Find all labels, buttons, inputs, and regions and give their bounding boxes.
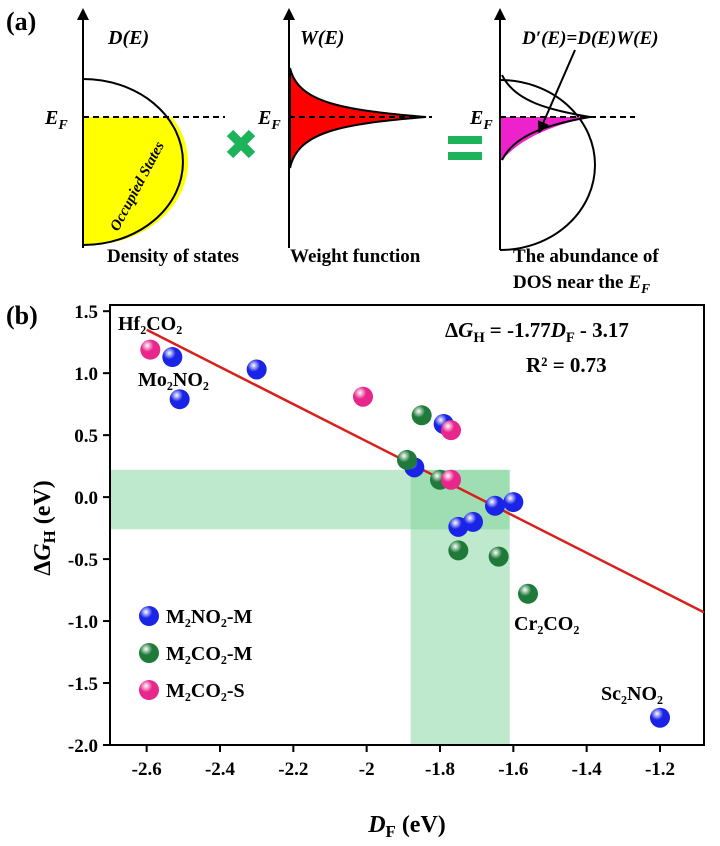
dos-curve [82, 78, 184, 246]
annotation: Sc₂NO₂ [601, 683, 663, 705]
point [650, 707, 670, 728]
ef-sub: F [482, 118, 493, 133]
point [353, 386, 373, 407]
equation: ΔGH = -1.77DF - 3.17 [445, 318, 629, 346]
point [169, 389, 190, 410]
axis-label: W(E) [300, 27, 344, 49]
annotation: Mo₂NO₂ [138, 369, 209, 391]
x-axis-label: DF (eV) [367, 812, 446, 841]
y-unit: (eV) [30, 480, 56, 524]
point [397, 449, 417, 470]
axis-label: D′(E)=D(E)W(E) [521, 28, 659, 49]
pointer-arrow [537, 49, 576, 134]
legend-marker [139, 643, 159, 663]
ef-label: EF [469, 107, 493, 133]
eq-mid: = -1.77 [490, 318, 551, 342]
x-tick-label: -1.2 [645, 759, 675, 780]
legend-label: M₂CO₂-S [166, 680, 245, 702]
y-tick-label: 0.5 [74, 426, 98, 447]
y-tick-label: -0.5 [68, 550, 98, 571]
point [411, 405, 432, 426]
caption: DOS near the EF [513, 272, 650, 296]
x-tick-label: -1.6 [498, 759, 528, 780]
point [162, 347, 183, 368]
x-tick-label: -2.2 [278, 759, 308, 780]
legend-marker [139, 606, 159, 626]
ef-sub: F [270, 118, 281, 133]
point [518, 583, 538, 604]
dos-curve [499, 79, 596, 251]
point [441, 420, 461, 441]
multiply-sign [226, 129, 256, 159]
caption: The abundance of [513, 246, 659, 267]
x-tick-label: -2 [359, 759, 375, 780]
x-sub: F [386, 822, 396, 841]
legend-label: M₂CO₂-M [166, 643, 253, 665]
y-tick-label: 1.0 [74, 364, 98, 385]
y-tick-label: -2.0 [68, 736, 98, 757]
annotation: Cr₂CO₂ [514, 613, 579, 635]
annotation: Hf₂CO₂ [118, 313, 182, 335]
y-tick-label: -1.5 [68, 674, 98, 695]
y-tick-label: 1.5 [74, 302, 98, 323]
y-sub: H [40, 530, 59, 543]
ef-sub: F [640, 281, 650, 296]
weight-curve [289, 67, 427, 169]
point [448, 540, 469, 561]
x-tick-label: -2.6 [132, 759, 162, 780]
x-tick-label: -1.8 [425, 759, 455, 780]
x-tick-label: -1.4 [572, 759, 603, 780]
legend-label: M₂NO₂-M [166, 606, 253, 628]
point [503, 492, 524, 513]
axis-label: D(E) [107, 27, 149, 49]
eq-lhs: G [458, 318, 473, 342]
x-tick-label: -2.4 [205, 759, 236, 780]
ef-main: E [469, 107, 483, 129]
y-tick-label: -1.0 [68, 612, 98, 633]
x-main: D [367, 812, 385, 838]
point [463, 511, 483, 532]
ef-main: E [627, 272, 641, 293]
eq-lhs-sub: H [473, 330, 485, 346]
caption-text: DOS near the [513, 272, 623, 293]
product-occupied [500, 117, 590, 160]
y-prefix: Δ [30, 561, 56, 576]
panel-label: (b) [6, 301, 38, 330]
fit-line [146, 328, 705, 614]
point [246, 359, 267, 380]
point [140, 339, 161, 360]
caption: Density of states [107, 246, 239, 267]
plot-frame [109, 304, 705, 746]
point [488, 546, 509, 567]
caption: Weight function [290, 246, 421, 267]
r-squared: R² = 0.73 [526, 353, 607, 377]
ef-sub: F [57, 118, 68, 133]
ef-label: EF [44, 107, 68, 133]
ef-main: E [44, 107, 58, 129]
y-main: G [30, 543, 56, 561]
equals-sign [448, 136, 482, 160]
eq-var: D [550, 318, 566, 342]
ef-label: EF [257, 107, 281, 133]
point [485, 495, 505, 516]
ef-main: E [257, 107, 271, 129]
eq-rest: - 3.17 [580, 318, 629, 342]
panel-label: (a) [6, 7, 36, 36]
eq-prefix: Δ [445, 318, 458, 342]
point [441, 469, 461, 490]
y-tick-label: 0.0 [74, 488, 98, 509]
y-axis-label: ΔGH (eV) [30, 480, 59, 575]
legend-marker [139, 680, 159, 700]
x-unit: (eV) [402, 812, 446, 838]
eq-var-sub: F [566, 330, 575, 346]
